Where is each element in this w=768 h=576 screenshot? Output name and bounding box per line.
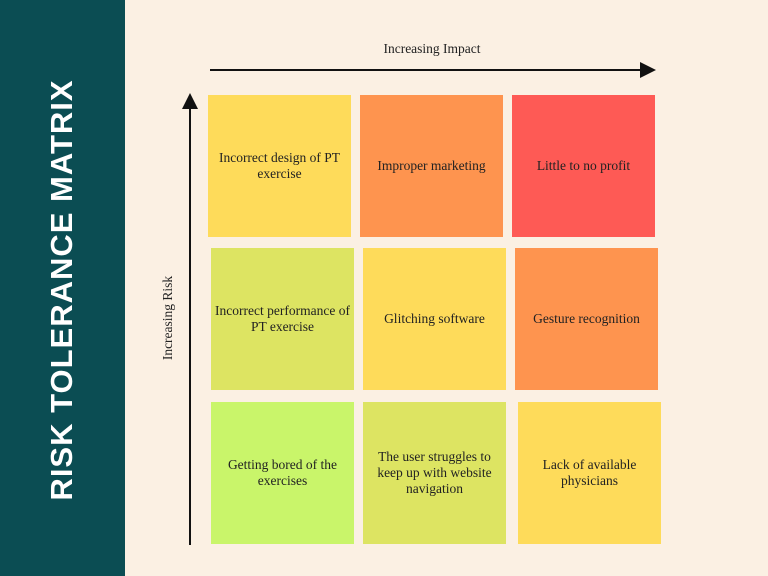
- risk-cell: Getting bored of the exercises: [211, 402, 354, 544]
- risk-cell: Improper marketing: [360, 95, 503, 237]
- risk-cell: The user struggles to keep up with websi…: [363, 402, 506, 544]
- risk-cell: Lack of available physicians: [518, 402, 661, 544]
- risk-cell: Incorrect performance of PT exercise: [211, 248, 354, 390]
- risk-cell: Incorrect design of PT exercise: [208, 95, 351, 237]
- side-band: [0, 0, 125, 576]
- y-axis-label: Increasing Risk: [160, 275, 175, 361]
- x-axis-label: Increasing Impact: [383, 41, 481, 56]
- risk-cell: Glitching software: [363, 248, 506, 390]
- risk-cell: Little to no profit: [512, 95, 655, 237]
- risk-cell: Gesture recognition: [515, 248, 658, 390]
